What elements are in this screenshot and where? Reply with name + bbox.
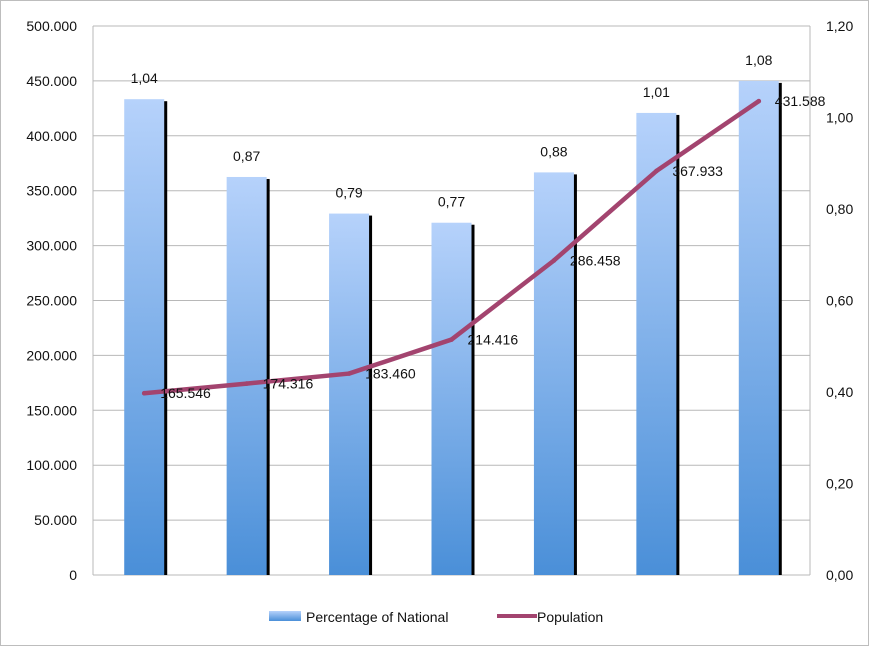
y-left-tick-label: 100.000: [26, 457, 77, 473]
y-left-tick-label: 350.000: [26, 183, 77, 199]
y-axis-left: 0 50.000 100.000 150.000 200.000 250.000 300.0…: [26, 18, 77, 583]
bar: [636, 112, 677, 576]
bar: [738, 80, 779, 576]
bar-data-label: 1,04: [131, 70, 158, 86]
legend-bar-swatch: [269, 611, 301, 621]
y-right-tick-label: 0,80: [826, 201, 853, 217]
bar-data-label: 1,01: [643, 84, 670, 100]
line-data-label: 183.460: [365, 366, 416, 382]
bar-data-label: 0,79: [335, 185, 362, 201]
y-left-tick-label: 300.000: [26, 238, 77, 254]
y-right-tick-label: 0,00: [826, 567, 853, 583]
line-point: [654, 168, 659, 174]
line-point: [141, 390, 147, 396]
y-right-tick-label: 1,20: [826, 18, 853, 34]
y-left-tick-label: 500.000: [26, 18, 77, 34]
legend: Percentage of National Population: [269, 609, 603, 625]
bar: [533, 172, 574, 575]
bar: [226, 176, 267, 575]
bar: [124, 99, 165, 575]
line-data-labels: 165.546 174.316 183.460 214.416 286.458 367.9…: [160, 93, 825, 401]
bar-data-label: 0,88: [540, 143, 567, 159]
y-right-tick-label: 1,00: [826, 110, 853, 126]
y-right-tick-label: 0,20: [826, 476, 853, 492]
line-point: [449, 337, 454, 342]
line-point: [244, 381, 249, 386]
line-series: [141, 98, 762, 396]
line-data-label: 431.588: [775, 93, 826, 109]
y-right-tick-label: 0,60: [826, 293, 853, 309]
y-left-tick-label: 450.000: [26, 73, 77, 89]
line-data-label: 286.458: [570, 252, 621, 268]
bar-data-label: 1,08: [745, 52, 772, 68]
y-right-tick-label: 0,40: [826, 384, 853, 400]
y-axis-right: 0,00 0,20 0,40 0,60 0,80 1,00 1,20: [826, 18, 853, 583]
line-data-label: 165.546: [160, 385, 211, 401]
line-point: [756, 98, 762, 104]
y-left-tick-label: 200.000: [26, 347, 77, 363]
bar-data-label: 0,77: [438, 194, 465, 210]
y-left-tick-label: 400.000: [26, 128, 77, 144]
bar-series: [124, 80, 782, 576]
bar-data-label: 0,87: [233, 148, 260, 164]
legend-label-bar: Percentage of National: [306, 609, 448, 625]
bar: [329, 213, 370, 575]
y-left-tick-label: 50.000: [34, 512, 77, 528]
bar: [431, 222, 472, 575]
y-left-tick-label: 250.000: [26, 293, 77, 309]
line-data-label: 214.416: [468, 332, 519, 348]
y-left-tick-label: 0: [69, 567, 77, 583]
line-data-label: 174.316: [263, 376, 314, 392]
line-point: [346, 371, 352, 376]
line-data-label: 367.933: [672, 163, 723, 179]
legend-label-line: Population: [537, 609, 603, 625]
bar-data-labels: 1,04 0,87 0,79 0,77 0,88 1,01 1,08: [131, 52, 773, 210]
line-point: [551, 258, 557, 263]
y-left-tick-label: 150.000: [26, 402, 77, 418]
